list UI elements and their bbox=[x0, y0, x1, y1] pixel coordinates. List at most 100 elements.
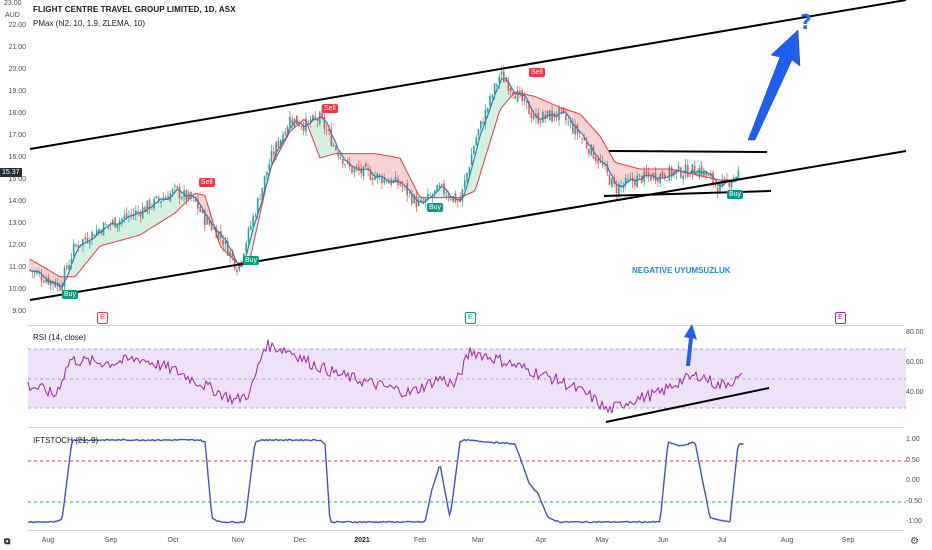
candle-body bbox=[107, 224, 109, 226]
candle-body bbox=[75, 244, 77, 247]
candle-body bbox=[645, 170, 648, 175]
candle-body bbox=[516, 90, 519, 102]
time-tick-label: Dec bbox=[293, 537, 307, 544]
candle-body bbox=[222, 240, 224, 246]
price-tick-label: 17.00 bbox=[8, 132, 26, 139]
candle-body bbox=[369, 171, 372, 180]
candle-body bbox=[728, 183, 730, 187]
candle-body bbox=[572, 123, 574, 133]
time-tick-label: Nov bbox=[231, 537, 245, 544]
stoch-tick-label: -0.50 bbox=[906, 497, 922, 505]
time-tick-label: Aug bbox=[780, 537, 794, 544]
candle-body bbox=[213, 227, 215, 229]
candle-body bbox=[139, 212, 142, 217]
earnings-marker[interactable]: E bbox=[835, 312, 846, 324]
candle-body bbox=[296, 115, 298, 125]
candle-body bbox=[208, 219, 211, 225]
candle-body bbox=[47, 276, 50, 284]
candle-body bbox=[551, 111, 553, 122]
candle-body bbox=[316, 119, 319, 121]
candle-body bbox=[82, 239, 84, 246]
stoch-tick-label: 1.00 bbox=[906, 436, 920, 443]
settings-gear-icon[interactable]: ⚙ bbox=[910, 536, 919, 547]
candle-body bbox=[319, 112, 321, 124]
candle-body bbox=[309, 119, 312, 123]
candle-body bbox=[312, 115, 314, 121]
candle-body bbox=[657, 179, 659, 182]
candle-body bbox=[72, 243, 75, 257]
stoch-pane-label[interactable]: IFTSTOCH (21, 9) bbox=[33, 436, 99, 445]
candle-body bbox=[374, 175, 376, 180]
candle-body bbox=[581, 138, 583, 140]
candle-body bbox=[509, 88, 512, 92]
sell-signal-tag: Sell bbox=[529, 68, 545, 77]
earnings-marker[interactable]: E bbox=[97, 312, 108, 324]
candle-body bbox=[77, 245, 80, 248]
candle-body bbox=[339, 157, 342, 159]
candle-body bbox=[328, 129, 330, 132]
tradingview-logo-icon[interactable]: ⧉ bbox=[4, 536, 11, 546]
candle-body bbox=[608, 174, 611, 185]
candle-body bbox=[503, 71, 505, 83]
candle-body bbox=[358, 166, 360, 171]
candle-body bbox=[321, 109, 323, 119]
rsi-line bbox=[27, 339, 743, 414]
candle-body bbox=[415, 196, 418, 208]
breakout-arrow bbox=[747, 29, 801, 141]
candle-body bbox=[588, 148, 590, 155]
candle-body bbox=[335, 146, 337, 151]
candle-body bbox=[523, 98, 526, 102]
price-tick-label: 18.00 bbox=[8, 110, 26, 117]
candle-body bbox=[247, 228, 250, 243]
candle-body bbox=[601, 161, 604, 166]
candle-body bbox=[291, 119, 293, 125]
rsi-pane-label[interactable]: RSI (14, close) bbox=[33, 333, 86, 342]
candle-body bbox=[546, 110, 549, 117]
candle-body bbox=[457, 200, 459, 202]
candle-body bbox=[201, 210, 204, 213]
candle-body bbox=[171, 189, 174, 194]
candle-body bbox=[611, 178, 613, 187]
candle-body bbox=[298, 123, 300, 127]
candle-body bbox=[592, 146, 595, 159]
candle-body bbox=[491, 95, 494, 98]
candle-body bbox=[29, 269, 31, 271]
candle-body bbox=[91, 231, 93, 240]
rsi-tick-label: 60.00 bbox=[906, 359, 924, 366]
divergence-annotation: NEGATIVE UYUMSUZLUK bbox=[632, 266, 731, 275]
candle-body bbox=[700, 165, 703, 175]
earnings-marker[interactable]: E bbox=[465, 312, 476, 324]
candle-body bbox=[38, 272, 40, 274]
candle-body bbox=[461, 189, 464, 201]
price-tick-label: 12.00 bbox=[8, 242, 26, 249]
candle-body bbox=[181, 197, 183, 200]
candle-body bbox=[351, 166, 353, 173]
candle-body bbox=[137, 210, 139, 212]
candle-body bbox=[45, 279, 47, 283]
range-top-line bbox=[608, 150, 768, 153]
candle-body bbox=[314, 116, 316, 119]
time-tick-label: Oct bbox=[167, 537, 179, 544]
price-tick-label: 15.00 bbox=[8, 176, 26, 183]
candle-body bbox=[680, 167, 682, 178]
time-tick-label: May bbox=[595, 537, 609, 544]
candle-body bbox=[59, 284, 61, 291]
price-tick-label: 21.00 bbox=[8, 44, 26, 51]
price-tick-label: 11.00 bbox=[9, 264, 26, 271]
chart-title: FLIGHT CENTRE TRAVEL GROUP LIMITED, 1D, … bbox=[33, 5, 236, 14]
candle-body bbox=[344, 164, 346, 165]
candle-body bbox=[204, 210, 206, 226]
indicator-legend[interactable]: PMax (hl2, 10, 1.9, ZLEMA, 10) bbox=[33, 19, 146, 28]
candle-body bbox=[627, 179, 629, 181]
candle-body bbox=[40, 275, 43, 281]
sell-signal-tag: Sell bbox=[322, 104, 338, 113]
buy-signal-tag: Buy bbox=[427, 203, 444, 212]
candle-body bbox=[664, 174, 666, 179]
stoch-tick-label: -1.00 bbox=[906, 518, 922, 525]
price-tick-label: 20.00 bbox=[8, 66, 26, 73]
candle-body bbox=[677, 165, 680, 172]
candle-body bbox=[528, 101, 530, 114]
candle-body bbox=[647, 172, 650, 176]
candle-body bbox=[691, 163, 694, 175]
